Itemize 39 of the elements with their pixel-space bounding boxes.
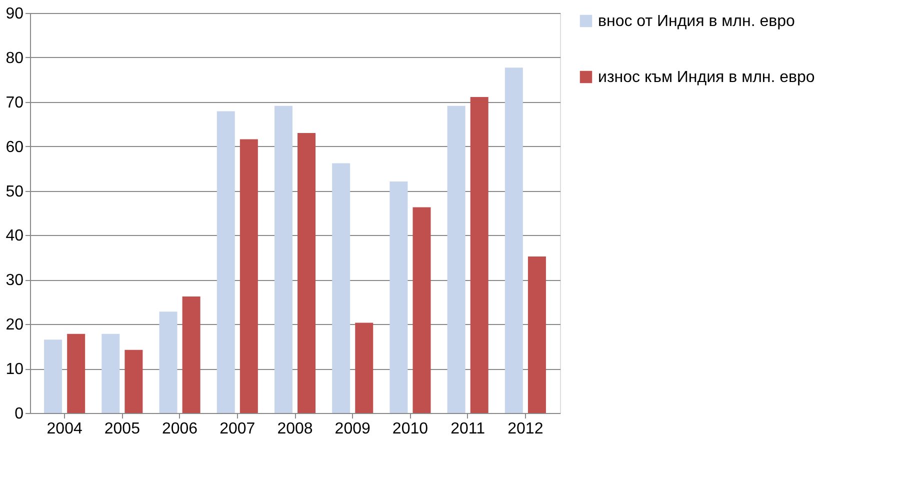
x-tick-label: 2007 xyxy=(220,420,256,438)
y-tick-label: 40 xyxy=(6,228,24,245)
y-tick-label: 90 xyxy=(6,6,24,22)
legend-label: износ към Индия в млн. евро xyxy=(598,69,815,86)
y-tick-label: 0 xyxy=(14,406,24,422)
bar xyxy=(159,312,178,413)
x-tick-label: 2012 xyxy=(508,420,544,438)
x-tick-label: 2009 xyxy=(334,420,371,438)
bar xyxy=(44,340,62,413)
y-tick-label: 20 xyxy=(6,316,24,334)
x-tick-label: 2004 xyxy=(46,420,82,438)
x-tick-label: 2011 xyxy=(450,420,486,438)
legend-label: внос от Индия в млн. евро xyxy=(598,13,796,30)
y-tick-label: 30 xyxy=(6,272,24,290)
x-tick-label: 2010 xyxy=(392,420,428,438)
bar xyxy=(355,322,374,413)
bar xyxy=(447,106,466,413)
y-tick-label: 50 xyxy=(6,183,24,200)
x-tick-label: 2006 xyxy=(162,420,198,438)
x-tick-label: 2008 xyxy=(277,420,313,438)
y-tick-label: 60 xyxy=(6,138,24,156)
bar xyxy=(470,97,488,413)
y-tick-label: 70 xyxy=(6,94,24,112)
x-tick-label: 2005 xyxy=(104,420,140,438)
bar xyxy=(216,111,235,413)
bar xyxy=(124,350,143,413)
y-tick-label: 80 xyxy=(6,50,24,67)
bar xyxy=(240,139,258,413)
bar xyxy=(182,296,200,413)
bar xyxy=(298,133,316,413)
bar xyxy=(102,334,120,413)
bar xyxy=(67,334,86,413)
bar xyxy=(274,106,292,413)
bar xyxy=(412,207,431,413)
bar xyxy=(332,163,350,413)
bar xyxy=(390,181,408,413)
bar xyxy=(504,68,523,413)
bar xyxy=(528,256,546,413)
y-tick-label: 10 xyxy=(6,361,24,378)
